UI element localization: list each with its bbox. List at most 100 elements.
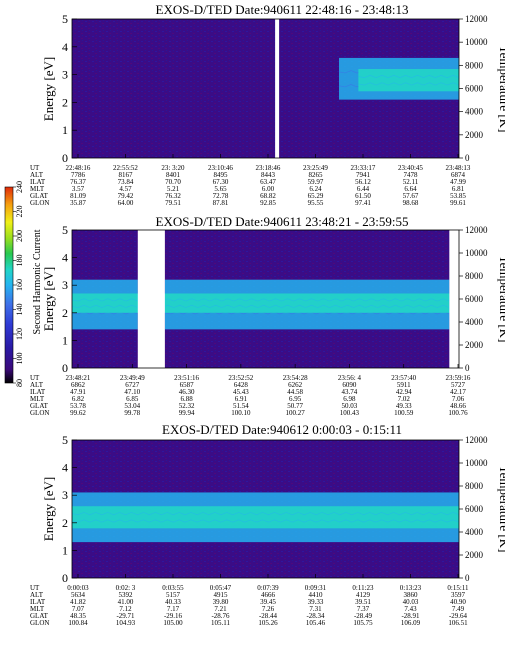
panel-2-marks	[71, 230, 459, 368]
orbit-cell: 23:18:46	[256, 164, 281, 172]
orbit-cell: 7.26	[262, 605, 275, 613]
orbit-cell: 23:54:28	[283, 374, 308, 382]
orbit-cell: 105.46	[306, 619, 326, 627]
orbit-cell: 46.30	[179, 388, 195, 396]
orbit-cell: 79.42	[118, 192, 134, 200]
y-tick-label: 1	[62, 123, 68, 137]
orbit-cell: 48.35	[70, 612, 86, 620]
orbit-cell: 99.62	[70, 409, 86, 417]
orbit-cell: 47.99	[450, 178, 466, 186]
panel-1-ylabel: Energy [eV]	[41, 57, 56, 121]
orbit-cell: 104.93	[116, 619, 136, 627]
orbit-cell: -28.49	[354, 612, 373, 620]
colorbar-tick-label: 200	[15, 230, 24, 242]
orbit-cell: 23:49:49	[120, 374, 145, 382]
orbit-cell: 23:33:17	[351, 164, 376, 172]
orbit-cell: 100.76	[448, 409, 468, 417]
orbit-cell: 40.33	[165, 598, 181, 606]
panel-1-orbit-table: UT 22:48:16 22:55:52 23: 3:20 23:10:46 23:18:…	[30, 164, 471, 207]
y-right-tick-label: 6000	[465, 294, 484, 304]
panel-1-axes: 0 1 2 3 4 5 0 2000 4000 6000 8000 10000 12000	[62, 12, 488, 165]
energy-band	[72, 506, 459, 529]
orbit-cell: 53.85	[450, 192, 466, 200]
orbit-cell: 76.37	[70, 178, 86, 186]
orbit-cell: 23:48:21	[66, 374, 91, 382]
orbit-cell: 45.43	[233, 388, 249, 396]
orbit-cell: 6.88	[180, 395, 193, 403]
orbit-cell: 44.58	[287, 388, 303, 396]
orbit-row-label: MLT	[30, 185, 45, 193]
y-right-tick-label: 2000	[465, 340, 484, 350]
orbit-row-label: GLON	[30, 619, 49, 627]
orbit-cell: 23:59:16	[446, 374, 471, 382]
orbit-cell: 100.43	[340, 409, 360, 417]
panel-2: EXOS-D/TED Date:940611 23:48:21 - 23:59:…	[30, 214, 505, 417]
orbit-cell: 0:11:23	[352, 584, 374, 592]
orbit-cell: 3860	[404, 591, 419, 599]
orbit-cell: 5727	[451, 381, 466, 389]
orbit-cell: 59.97	[308, 178, 324, 186]
orbit-cell: 5.21	[167, 185, 180, 193]
orbit-cell: 6874	[451, 171, 466, 179]
data-gap	[449, 230, 459, 368]
orbit-cell: 57.67	[403, 192, 419, 200]
orbit-cell: 6.95	[289, 395, 302, 403]
colorbar-tick-label: 80	[15, 379, 24, 387]
band-fringe	[71, 512, 460, 516]
orbit-cell: 39.33	[308, 598, 324, 606]
orbit-row-label: ALT	[30, 591, 44, 599]
y-tick-label: 3	[62, 488, 68, 502]
orbit-cell: 23:10:46	[208, 164, 233, 172]
orbit-cell: 23:48:13	[446, 164, 471, 172]
y-right-tick-label: 10000	[465, 37, 488, 47]
orbit-cell: 6262	[288, 381, 303, 389]
y-tick-label: 1	[62, 543, 68, 557]
orbit-cell: 7.43	[404, 605, 417, 613]
orbit-cell: 39.45	[260, 598, 276, 606]
orbit-cell: 53.78	[70, 402, 86, 410]
orbit-cell: 7.49	[452, 605, 465, 613]
y-tick-label: 4	[62, 461, 68, 475]
orbit-cell: 6.00	[262, 185, 275, 193]
orbit-cell: 95.55	[308, 199, 324, 207]
orbit-cell: 8265	[309, 171, 324, 179]
orbit-row-label: MLT	[30, 605, 45, 613]
orbit-cell: 23: 3:20	[161, 164, 185, 172]
orbit-cell: 68.82	[260, 192, 276, 200]
orbit-cell: 106.09	[401, 619, 421, 627]
orbit-cell: 7.37	[357, 605, 370, 613]
orbit-cell: 5.65	[214, 185, 227, 193]
orbit-cell: 99.78	[124, 409, 140, 417]
y-right-tick-label: 0	[465, 363, 470, 373]
orbit-cell: 41.82	[70, 598, 86, 606]
orbit-cell: 105.11	[211, 619, 230, 627]
y-tick-label: 5	[62, 433, 68, 447]
orbit-cell: 7.12	[119, 605, 132, 613]
orbit-cell: 99.61	[450, 199, 466, 207]
orbit-cell: 81.09	[70, 192, 86, 200]
y-right-tick-label: 8000	[465, 60, 484, 70]
orbit-row-label: ILAT	[30, 388, 46, 396]
orbit-cell: 52.11	[403, 178, 419, 186]
y-right-tick-label: 6000	[465, 504, 484, 514]
orbit-cell: -29.64	[449, 612, 468, 620]
orbit-cell: 41.00	[118, 598, 134, 606]
band-fringe	[71, 304, 450, 308]
orbit-cell: 50.03	[342, 402, 358, 410]
y-right-tick-label: 4000	[465, 527, 484, 537]
orbit-cell: 6.64	[404, 185, 417, 193]
orbit-cell: 56.12	[355, 178, 371, 186]
y-tick-label: 2	[62, 516, 68, 530]
panel-2-title: EXOS-D/TED Date:940611 23:48:21 - 23:59:…	[156, 214, 409, 229]
panel-3-marks	[71, 492, 460, 543]
panel-1-title: EXOS-D/TED Date:940611 22:48:16 - 23:48:…	[156, 2, 409, 17]
orbit-cell: -29.16	[164, 612, 183, 620]
orbit-cell: 105.26	[258, 619, 278, 627]
orbit-cell: -28.91	[401, 612, 420, 620]
y-right-tick-label: 0	[465, 573, 470, 583]
colorbar-tick-label: 140	[15, 304, 24, 316]
orbit-cell: 99.94	[179, 409, 195, 417]
colorbar-tick-label: 120	[15, 328, 24, 340]
y-right-tick-label: 4000	[465, 107, 484, 117]
orbit-cell: 5392	[119, 591, 134, 599]
